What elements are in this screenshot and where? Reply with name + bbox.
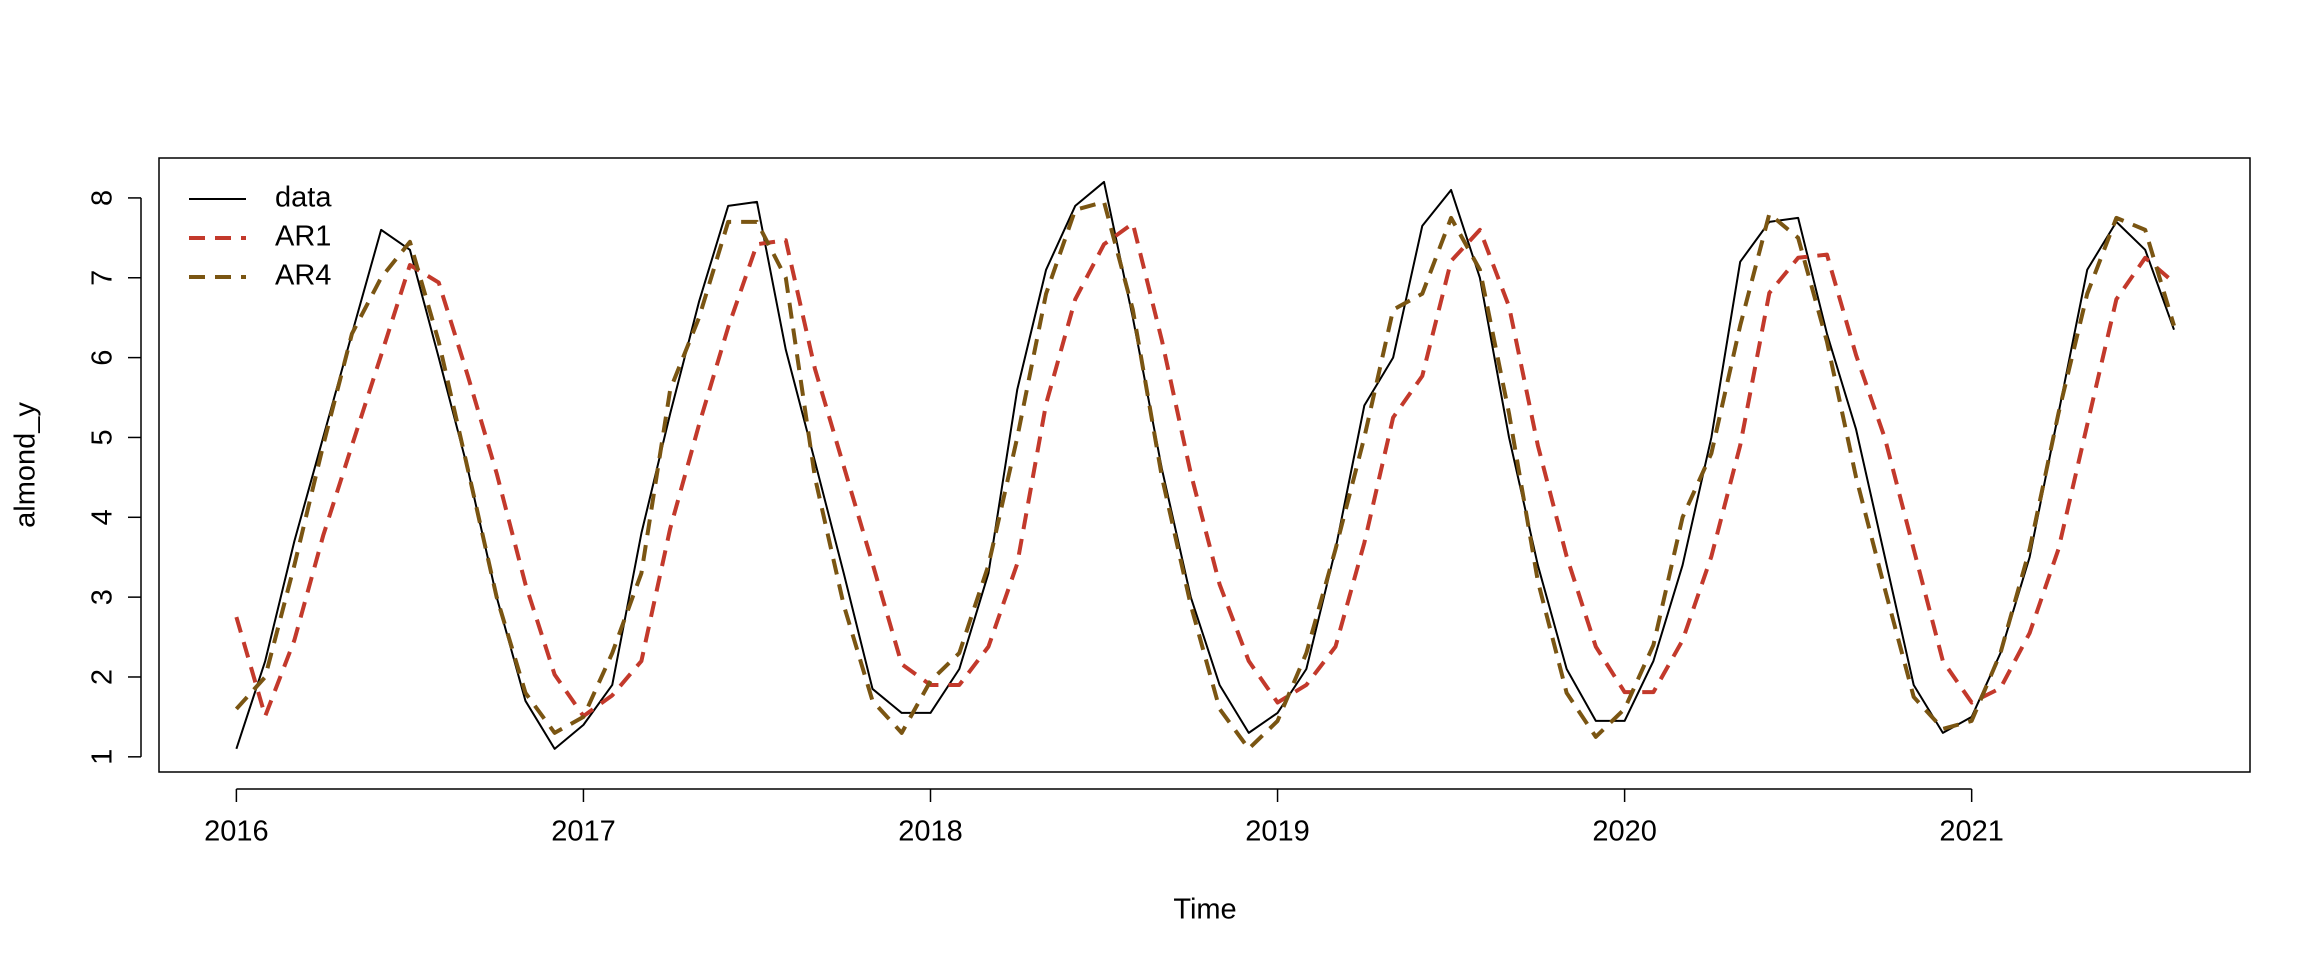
x-tick-label: 2019 [1245,816,1310,848]
legend-label: data [275,182,332,214]
series-line [235,180,2175,750]
x-tick-label: 2018 [898,816,963,848]
y-tick-label: 2 [87,669,119,685]
x-axis-label: Time [1173,894,1236,926]
legend-label: AR1 [275,221,331,253]
y-tick-label: 6 [87,350,119,366]
y-tick-label: 5 [87,429,119,445]
y-tick-label: 1 [87,749,119,765]
y-tick-label: 3 [87,589,119,605]
y-axis-label: almond_y [10,402,42,528]
y-tick-label: 7 [87,270,119,286]
x-tick-label: 2021 [1939,816,2004,848]
y-tick-label: 4 [87,509,119,525]
plot-box [158,157,2251,773]
x-tick-label: 2017 [551,816,616,848]
legend-label: AR4 [275,260,331,292]
x-tick-label: 2020 [1592,816,1657,848]
series-line [234,199,2176,751]
x-tick-label: 2016 [204,816,269,848]
series-line [234,221,2176,719]
y-tick-label: 8 [87,190,119,206]
